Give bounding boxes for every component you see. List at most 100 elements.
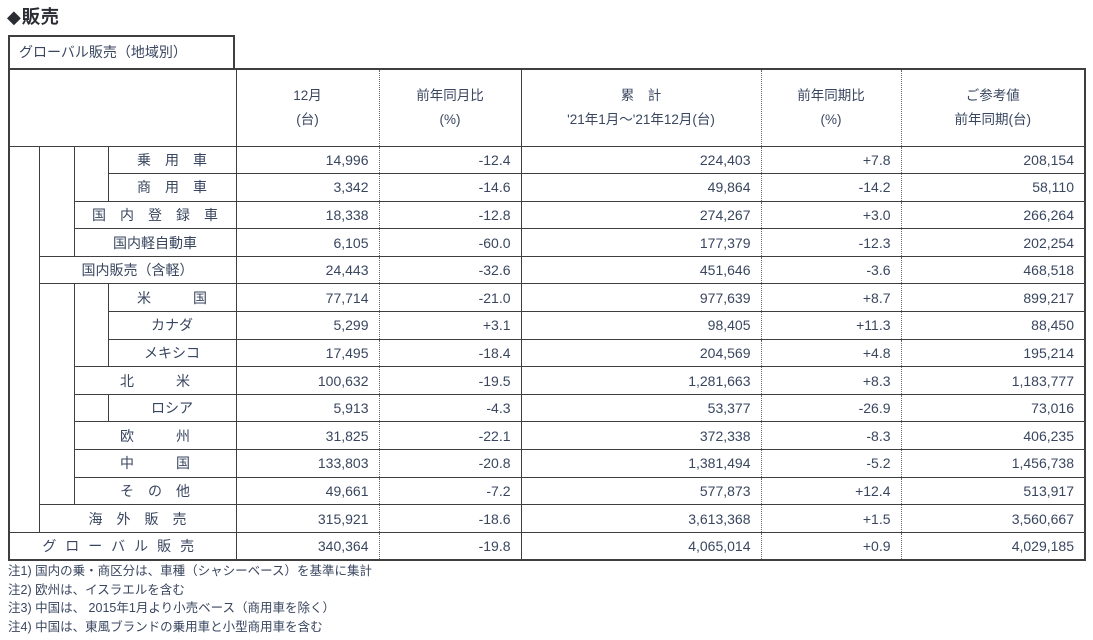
cell-cumulative: 577,873 [520, 476, 762, 506]
row-label: 北 米 [73, 366, 237, 395]
cell-month: 31,825 [235, 421, 380, 451]
cell-mom: -32.6 [378, 255, 522, 285]
cell-yoy: -12.3 [760, 228, 902, 257]
hierarchy-bracket [73, 393, 109, 423]
cell-month: 5,913 [235, 393, 380, 423]
row-label: 国内販売（含軽） [38, 255, 237, 285]
col-header-month-line2: (台) [296, 111, 319, 127]
cell-mom: -21.0 [378, 283, 522, 313]
cell-mom: -18.4 [378, 338, 522, 368]
col-header-yoy-line1: 前年同期比 [797, 87, 865, 103]
row-label: 乗 用 車 [107, 145, 237, 175]
cell-reference: 1,456,738 [900, 449, 1086, 478]
cell-yoy: +11.3 [760, 311, 902, 340]
cell-reference: 1,183,777 [900, 366, 1086, 395]
cell-yoy: -26.9 [760, 393, 902, 423]
cell-cumulative: 49,864 [520, 173, 762, 202]
cell-reference: 899,217 [900, 283, 1086, 313]
cell-cumulative: 98,405 [520, 311, 762, 340]
cell-reference: 195,214 [900, 338, 1086, 368]
footnote-line: 注3) 中国は、 2015年1月より小売ベース（商用車を除く） [8, 601, 335, 616]
cell-month: 133,803 [235, 449, 380, 478]
cell-cumulative: 224,403 [520, 145, 762, 175]
cell-mom: -7.2 [378, 476, 522, 506]
cell-yoy: +8.7 [760, 283, 902, 313]
cell-yoy: +4.8 [760, 338, 902, 368]
row-label: 国内軽自動車 [73, 228, 237, 257]
cell-mom: -12.4 [378, 145, 522, 175]
row-label: 米 国 [107, 283, 237, 313]
cell-reference: 4,029,185 [900, 531, 1086, 561]
hierarchy-bracket [73, 283, 109, 368]
cell-reference: 513,917 [900, 476, 1086, 506]
col-header-month: 12月 (台) [235, 68, 380, 147]
cell-reference: 406,235 [900, 421, 1086, 451]
hierarchy-bracket [38, 145, 75, 257]
cell-cumulative: 977,639 [520, 283, 762, 313]
table-row: グローバル販売 340,364 -19.8 4,065,014 +0.9 4,0… [8, 531, 1086, 561]
cell-cumulative: 1,381,494 [520, 449, 762, 478]
footnote-line: 注4) 中国は、東風ブランドの乗用車と小型商用車を含む [8, 619, 323, 634]
col-header-reference-line1: ご参考値 [965, 87, 1020, 103]
col-header-cumulative-line2: '21年1月～'21年12月(台) [567, 111, 715, 127]
table-row: 国 内 登 録 車 18,338 -12.8 274,267 +3.0 266,… [9, 200, 1086, 230]
table-row: 米 国 77,714 -21.0 977,639 +8.7 899,217 [9, 283, 1086, 506]
row-label: ロシア [107, 393, 237, 423]
col-header-yoy-line2: (%) [820, 111, 842, 127]
table-row: 国内販売（含軽） 24,443 -32.6 451,646 -3.6 468,5… [9, 255, 1086, 285]
footnote-line: 注2) 欧州は、イスラエルを含む [8, 582, 185, 597]
row-label: 商 用 車 [107, 173, 237, 202]
col-header-cumulative-line1: 累 計 [620, 87, 662, 103]
cell-mom: -14.6 [378, 173, 522, 202]
cell-cumulative: 1,281,663 [520, 366, 762, 395]
row-label: メキシコ [107, 338, 237, 368]
table-row: そ の 他 49,661 -7.2 577,873 +12.4 513,917 [9, 476, 1086, 506]
row-label: 欧 州 [73, 421, 237, 451]
global-sales-table: 12月 (台) 前年同月比 (%) 累 計 '21年1月～'21年12月(台) … [8, 68, 1086, 561]
header-row: 12月 (台) 前年同月比 (%) 累 計 '21年1月～'21年12月(台) … [8, 68, 1086, 147]
cell-month: 3,342 [235, 173, 380, 202]
row-label: 海 外 販 売 [38, 504, 237, 533]
cell-reference: 468,518 [900, 255, 1086, 285]
row-label: カナダ [107, 311, 237, 340]
cell-month: 14,996 [235, 145, 380, 175]
cell-mom: +3.1 [378, 311, 522, 340]
table-row: 海 外 販 売 315,921 -18.6 3,613,368 +1.5 3,5… [9, 504, 1086, 533]
cell-month: 6,105 [235, 228, 380, 257]
hierarchy-bracket [38, 283, 75, 506]
col-header-mom-line1: 前年同月比 [416, 87, 484, 103]
cell-reference: 3,560,667 [900, 504, 1086, 533]
cell-yoy: +3.0 [760, 200, 902, 230]
cell-yoy: +7.8 [760, 145, 902, 175]
table-row: 乗 用 車 14,996 -12.4 224,403 +7.8 208,154 [8, 145, 1086, 533]
cell-cumulative: 177,379 [520, 228, 762, 257]
cell-month: 24,443 [235, 255, 380, 285]
page-title: ◆販売 [7, 7, 60, 27]
cell-reference: 88,450 [900, 311, 1086, 340]
table-caption: グローバル販売（地域別） [8, 35, 235, 68]
footnotes: 注1) 国内の乗・商区分は、車種（シャシーベース）を基準に集計 注2) 欧州は、… [8, 562, 372, 636]
footnote-line: 注1) 国内の乗・商区分は、車種（シャシーベース）を基準に集計 [8, 564, 372, 578]
cell-mom: -60.0 [378, 228, 522, 257]
cell-mom: -22.1 [378, 421, 522, 451]
hierarchy-bracket [8, 145, 40, 533]
table-row: 中 国 133,803 -20.8 1,381,494 -5.2 1,456,7… [9, 449, 1086, 478]
cell-cumulative: 3,613,368 [520, 504, 762, 533]
cell-mom: -12.8 [378, 200, 522, 230]
table-row: 欧 州 31,825 -22.1 372,338 -8.3 406,235 [9, 421, 1086, 451]
table-row: カナダ 5,299 +3.1 98,405 +11.3 88,450 [9, 311, 1086, 340]
table-row: ロシア 5,913 -4.3 53,377 -26.9 73,016 [9, 393, 1086, 423]
cell-cumulative: 451,646 [520, 255, 762, 285]
col-header-month-line1: 12月 [293, 87, 322, 103]
cell-mom: -20.8 [378, 449, 522, 478]
col-header-yoy: 前年同期比 (%) [760, 68, 902, 147]
cell-month: 17,495 [235, 338, 380, 368]
row-label: 中 国 [73, 449, 237, 478]
col-header-mom-line2: (%) [439, 111, 461, 127]
col-header-cumulative: 累 計 '21年1月～'21年12月(台) [520, 68, 762, 147]
header-blank-cell [8, 68, 237, 147]
cell-month: 77,714 [235, 283, 380, 313]
cell-yoy: -8.3 [760, 421, 902, 451]
table-row: 国内軽自動車 6,105 -60.0 177,379 -12.3 202,254 [9, 228, 1086, 257]
row-label: そ の 他 [73, 476, 237, 506]
